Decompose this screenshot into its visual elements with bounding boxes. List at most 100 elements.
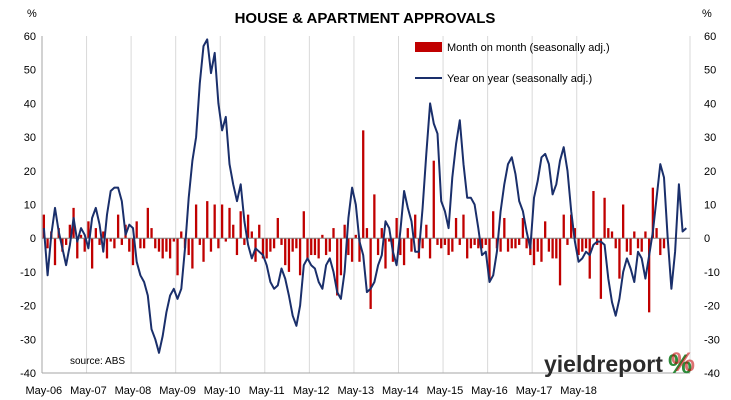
- bar: [291, 238, 294, 252]
- chart-title: HOUSE & APARTMENT APPROVALS: [235, 10, 496, 27]
- y-tick-label-right: -30: [704, 334, 720, 346]
- bar: [202, 238, 205, 262]
- bar: [544, 221, 547, 239]
- bar: [142, 238, 146, 249]
- bar: [94, 228, 97, 239]
- bar: [165, 238, 168, 252]
- bar: [287, 238, 291, 272]
- bar: [625, 238, 629, 252]
- svg-text:yieldreport: yieldreport: [544, 351, 663, 377]
- y-tick-label-left: 60: [24, 31, 36, 43]
- bar: [220, 204, 224, 239]
- source-note: source: ABS: [70, 356, 125, 367]
- y-tick-label-left: -10: [20, 267, 36, 279]
- y-tick-label-right: -40: [704, 368, 720, 380]
- bar: [336, 238, 339, 296]
- y-tick-label-left: 0: [30, 233, 36, 245]
- bar: [648, 238, 651, 313]
- gridlines: [86, 36, 691, 373]
- bar: [280, 238, 283, 245]
- bar: [644, 231, 647, 239]
- bar: [499, 238, 502, 252]
- bar: [313, 238, 317, 256]
- y-tick-label-right: 30: [704, 132, 716, 144]
- x-tick-label: May-07: [70, 385, 107, 397]
- bar: [484, 238, 487, 245]
- year-on-year-line: [42, 38, 687, 354]
- bar: [514, 238, 517, 249]
- legend-bar-label: Month on month (seasonally adj.): [447, 42, 610, 54]
- bar: [421, 238, 424, 249]
- bar: [64, 238, 68, 245]
- bar: [105, 238, 109, 259]
- bar: [655, 228, 658, 239]
- bar: [458, 238, 461, 245]
- bar: [350, 238, 354, 262]
- svg-text:%: %: [671, 347, 695, 377]
- bar: [629, 238, 632, 256]
- bar: [466, 238, 469, 259]
- bar: [384, 238, 387, 269]
- bar: [607, 228, 610, 239]
- bar: [306, 238, 309, 259]
- bar: [480, 238, 484, 249]
- bar: [662, 238, 666, 249]
- x-tick-label: May-14: [382, 385, 419, 397]
- y-tick-label-left: 30: [24, 132, 36, 144]
- bar: [640, 238, 643, 252]
- bar: [603, 197, 606, 239]
- bar: [395, 217, 398, 239]
- y-tick-label-right: 20: [704, 166, 716, 178]
- bar: [402, 238, 406, 266]
- y-tick-label-left: 20: [24, 166, 36, 178]
- bar: [146, 207, 149, 239]
- bar: [168, 238, 172, 259]
- bar: [532, 238, 536, 266]
- bar: [592, 191, 595, 239]
- bar: [139, 238, 142, 249]
- x-tick-label: May-15: [427, 385, 464, 397]
- bar: [135, 221, 138, 239]
- y-tick-label-left: -20: [20, 301, 36, 313]
- bar: [503, 217, 506, 239]
- bar: [246, 214, 250, 239]
- bar: [128, 238, 131, 252]
- x-tick-label: May-17: [516, 385, 553, 397]
- bar: [488, 238, 491, 279]
- bar: [406, 228, 409, 239]
- legend: Month on month (seasonally adj.) Year on…: [415, 42, 610, 85]
- bar: [239, 211, 242, 239]
- x-tick-label: May-13: [337, 385, 374, 397]
- bar: [440, 238, 443, 249]
- bar: [76, 238, 79, 259]
- x-tick-label: May-12: [293, 385, 330, 397]
- bar: [562, 214, 565, 239]
- bar: [380, 228, 383, 239]
- bar: [614, 238, 617, 249]
- x-tick-label: May-11: [249, 385, 285, 397]
- y-axis-right-ticks: 60 50 40 30 20 10 0 -10 -20 -30 -40: [704, 31, 720, 380]
- bar: [324, 238, 328, 256]
- bar: [87, 221, 90, 239]
- axes: [41, 36, 690, 374]
- bar: [551, 238, 554, 259]
- y-tick-label-right: -10: [704, 267, 720, 279]
- bar: [432, 160, 435, 239]
- bar: [276, 217, 279, 239]
- bar: [109, 238, 112, 242]
- bar: [191, 238, 194, 269]
- bar: [651, 187, 655, 239]
- bar: [354, 234, 357, 239]
- y-tick-label-left: 40: [24, 98, 36, 110]
- bar: [261, 238, 265, 259]
- y-axis-unit-left: %: [27, 8, 37, 20]
- bar: [213, 204, 216, 239]
- bar: [399, 238, 402, 256]
- x-tick-label: May-16: [471, 385, 508, 397]
- bar: [272, 238, 276, 249]
- bar: [317, 238, 320, 259]
- bar: [636, 238, 640, 249]
- bar: [235, 238, 239, 256]
- bar: [555, 238, 558, 259]
- bar: [180, 231, 183, 239]
